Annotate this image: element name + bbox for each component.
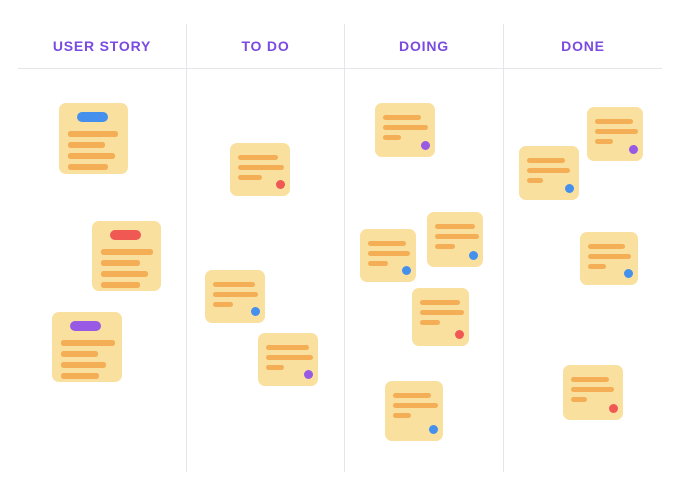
card-text-line (213, 302, 233, 307)
card-done[interactable] (587, 107, 643, 161)
card-text-line (383, 115, 421, 120)
card-text-line (595, 139, 613, 144)
card-text-line (101, 282, 140, 288)
card-doing[interactable] (412, 288, 469, 346)
card-to-do[interactable] (205, 270, 265, 323)
card-text-line (571, 397, 587, 402)
card-text-line (393, 403, 438, 408)
purple-label-tag (70, 321, 101, 331)
column-header-to-do: TO DO (241, 38, 290, 54)
card-text-line (238, 155, 278, 160)
card-text-line (393, 393, 431, 398)
card-text-line (527, 178, 543, 183)
purple-status-dot (304, 370, 313, 379)
card-text-line (571, 387, 614, 392)
card-text-line (68, 153, 115, 159)
column-to-do: TO DO (186, 24, 344, 472)
card-text-line (435, 244, 455, 249)
card-done[interactable] (519, 146, 579, 200)
card-text-line (213, 292, 258, 297)
card-text-line (368, 241, 406, 246)
blue-label-tag (77, 112, 108, 122)
blue-status-dot (565, 184, 574, 193)
card-user-story[interactable] (59, 103, 128, 174)
blue-status-dot (624, 269, 633, 278)
blue-status-dot (251, 307, 260, 316)
card-text-line (595, 119, 633, 124)
red-status-dot (609, 404, 618, 413)
card-text-line (435, 234, 479, 239)
card-doing[interactable] (360, 229, 416, 282)
card-text-line (368, 261, 388, 266)
card-text-line (588, 254, 631, 259)
header-divider-line (18, 68, 662, 69)
card-text-line (68, 131, 118, 137)
card-text-line (266, 365, 284, 370)
card-to-do[interactable] (230, 143, 290, 196)
column-header-doing: DOING (399, 38, 449, 54)
card-text-line (368, 251, 410, 256)
card-text-line (527, 168, 570, 173)
blue-status-dot (469, 251, 478, 260)
card-text-line (238, 165, 284, 170)
card-text-line (383, 125, 428, 130)
card-text-line (435, 224, 475, 229)
column-done: DONE (503, 24, 662, 472)
card-text-line (61, 373, 99, 379)
card-text-line (266, 355, 313, 360)
column-header-done: DONE (561, 38, 605, 54)
blue-status-dot (429, 425, 438, 434)
card-user-story[interactable] (52, 312, 122, 382)
card-text-line (383, 135, 401, 140)
card-text-line (101, 271, 148, 277)
blue-status-dot (402, 266, 411, 275)
column-header-user-story: USER STORY (52, 38, 152, 54)
card-done[interactable] (563, 365, 623, 420)
red-status-dot (455, 330, 464, 339)
card-text-line (266, 345, 309, 350)
card-text-line (213, 282, 255, 287)
purple-status-dot (421, 141, 430, 150)
card-text-line (595, 129, 638, 134)
card-text-line (588, 244, 625, 249)
card-done[interactable] (580, 232, 638, 285)
purple-status-dot (629, 145, 638, 154)
card-text-line (238, 175, 262, 180)
card-text-line (420, 300, 460, 305)
card-text-line (588, 264, 606, 269)
red-label-tag (110, 230, 141, 240)
red-status-dot (276, 180, 285, 189)
card-to-do[interactable] (258, 333, 318, 386)
card-text-line (420, 320, 440, 325)
card-text-line (61, 362, 106, 368)
card-doing[interactable] (375, 103, 435, 157)
card-text-line (571, 377, 609, 382)
card-text-line (61, 340, 115, 346)
column-user-story: USER STORY (18, 24, 186, 472)
column-doing: DOING (344, 24, 503, 472)
card-text-line (68, 164, 108, 170)
card-text-line (101, 249, 153, 255)
card-text-line (68, 142, 105, 148)
card-doing[interactable] (385, 381, 443, 441)
card-text-line (527, 158, 565, 163)
card-text-line (61, 351, 98, 357)
card-text-line (101, 260, 140, 266)
card-text-line (393, 413, 411, 418)
card-user-story[interactable] (92, 221, 161, 291)
card-doing[interactable] (427, 212, 483, 267)
card-text-line (420, 310, 464, 315)
